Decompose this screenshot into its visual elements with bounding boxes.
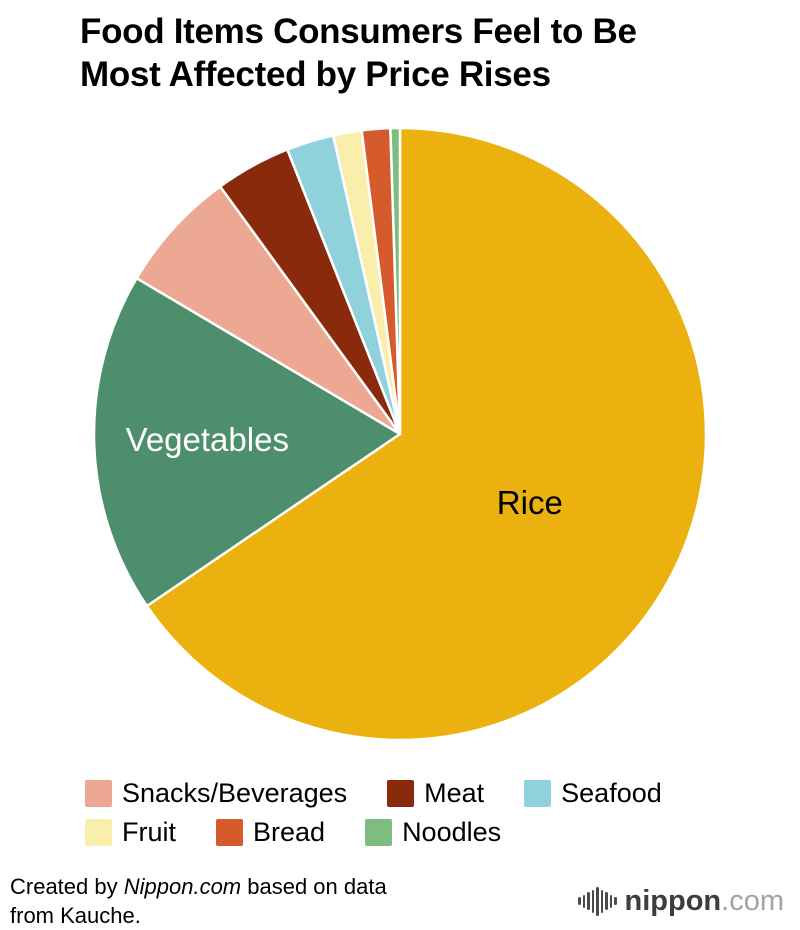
legend-label-meat: Meat xyxy=(424,778,485,808)
credit-suffix: based on data xyxy=(241,874,387,899)
legend-label-seafood: Seafood xyxy=(561,778,662,808)
nippon-logo-text-main: nippon xyxy=(624,884,722,917)
credit-prefix: Created by xyxy=(10,874,124,899)
nippon-logo-bars-icon xyxy=(578,886,617,916)
legend-swatch-snacks-beverages xyxy=(85,780,112,807)
legend-item-snacks-beverages: Snacks/Beverages xyxy=(85,778,347,809)
nippon-logo: nippon.com xyxy=(578,886,784,916)
pie-slice-noodles xyxy=(389,126,402,436)
chart-title: Food Items Consumers Feel to Be Most Aff… xyxy=(80,10,637,97)
legend-item-bread: Bread xyxy=(216,817,325,848)
pie-slice-rice xyxy=(145,126,708,742)
chart-legend: Snacks/Beverages Meat Seafood Fruit Bread Noo… xyxy=(85,778,662,856)
legend-row: Snacks/Beverages Meat Seafood xyxy=(85,778,662,809)
legend-label-fruit: Fruit xyxy=(122,817,176,847)
legend-swatch-fruit xyxy=(85,819,112,846)
nippon-logo-text-suffix: .com xyxy=(721,884,784,917)
legend-item-seafood: Seafood xyxy=(524,778,662,809)
chart-title-line-2: Most Affected by Price Rises xyxy=(80,55,551,95)
legend-swatch-noodles xyxy=(365,819,393,846)
nippon-logo-text: nippon.com xyxy=(624,884,784,917)
legend-row: Fruit Bread Noodles xyxy=(85,817,662,848)
legend-item-fruit: Fruit xyxy=(85,817,176,848)
legend-swatch-bread xyxy=(216,819,243,846)
pie-chart-svg xyxy=(92,126,708,742)
legend-label-bread: Bread xyxy=(253,817,326,847)
legend-label-noodles: Noodles xyxy=(402,817,502,847)
pie-slice-vegetables xyxy=(92,276,402,608)
pie-slice-snacks-beverages xyxy=(135,185,402,436)
legend-item-noodles: Noodles xyxy=(365,817,501,848)
credit-text: Created by Nippon.com based on data from… xyxy=(10,872,480,930)
pie-chart: Rice Vegetables xyxy=(0,108,800,763)
credit-source: Nippon.com xyxy=(123,874,242,899)
legend-label-snacks-beverages: Snacks/Beverages xyxy=(122,778,348,808)
legend-swatch-meat xyxy=(387,780,415,807)
chart-title-line-1: Food Items Consumers Feel to Be xyxy=(80,12,637,51)
credit-line2: from Kauche. xyxy=(10,903,141,929)
legend-item-meat: Meat xyxy=(387,778,484,809)
legend-swatch-seafood xyxy=(524,780,552,807)
